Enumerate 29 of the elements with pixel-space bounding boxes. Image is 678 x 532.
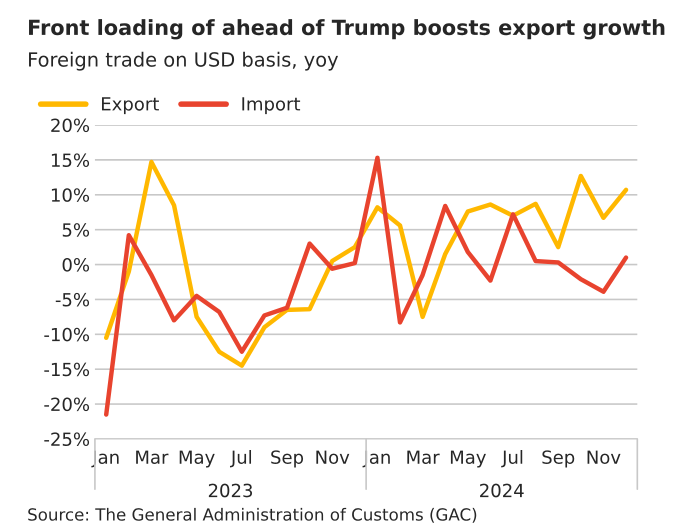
text: 2024 [480, 484, 524, 498]
chart-title: Front loading of ahead of Trump boosts export growth [29, 19, 664, 40]
y-tick-label: 10% [52, 188, 90, 202]
x-tick-label: Mar [136, 450, 168, 464]
y-tick-label: 20% [51, 118, 90, 132]
y-tick-label: -5% [56, 292, 90, 307]
y-tick-label: 15% [52, 153, 90, 168]
y-tick-label: -10% [44, 328, 90, 342]
x-tick-label: May [180, 450, 215, 468]
y-tick-label: 0% [62, 258, 90, 272]
x-tick-label: Nov [588, 450, 620, 464]
legend-label: Export [102, 97, 159, 114]
line-series [104, 156, 628, 417]
line-series [104, 160, 628, 368]
chart-subtitle: Foreign trade on USD basis, yoy [29, 52, 338, 71]
x-tick-label: Jul [230, 450, 252, 468]
y-tick-label: -25% [44, 432, 90, 446]
source-note: Source: The General Administration of Customs (GAC) [28, 508, 476, 523]
x-tick-label: May [450, 450, 486, 468]
y-tick-label: 5% [62, 223, 90, 237]
legend-label: Import [242, 97, 300, 114]
text: 2023 [208, 484, 252, 498]
x-tick-label: Nov [316, 450, 350, 464]
x-tick-label: Sep [271, 450, 304, 468]
x-tick-label: Sep [542, 450, 574, 468]
y-tick-label: -20% [44, 397, 90, 412]
x-tick-label: Mar [407, 450, 440, 464]
x-tick-label: Jul [501, 450, 522, 468]
y-tick-label: -15% [44, 362, 90, 376]
